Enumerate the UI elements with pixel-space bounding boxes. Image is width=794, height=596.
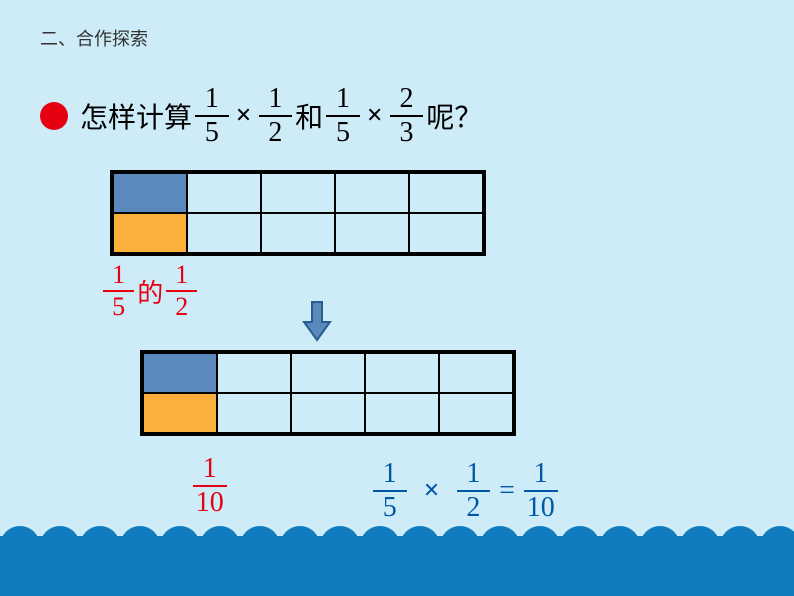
bullet-dot	[40, 102, 68, 130]
question-row: 怎样计算 1 5 × 1 2 和 1 5 × 2 3 呢？	[40, 85, 482, 147]
grid-cell	[365, 353, 439, 393]
label-1-5-of-1-2: 1 5 的 1 2	[100, 262, 200, 320]
grid-cell	[365, 393, 439, 433]
question-suffix: 呢？	[426, 96, 482, 136]
grid-cell	[261, 213, 335, 253]
grid-cell	[409, 213, 483, 253]
eq-times: ×	[424, 475, 440, 507]
grid-cell	[187, 213, 261, 253]
times-symbol: ×	[236, 100, 252, 132]
section-header: 二、合作探索	[40, 25, 148, 51]
fraction-grid-1	[110, 170, 486, 256]
grid-cell	[409, 173, 483, 213]
fraction-1-5-b: 1 5	[326, 85, 360, 147]
eq-frac-1-5: 1 5	[373, 460, 407, 522]
fraction-2-3: 2 3	[390, 85, 424, 147]
grid-cell	[335, 173, 409, 213]
label-mid: 的	[137, 273, 163, 310]
water-footer	[0, 536, 794, 596]
eq-frac-1-10: 1 10	[524, 460, 558, 522]
grid-cell	[291, 393, 365, 433]
grid-cell	[217, 393, 291, 433]
question-mid: 和	[295, 96, 323, 136]
grid-cell	[113, 213, 187, 253]
grid-cell	[187, 173, 261, 213]
grid-cell	[113, 173, 187, 213]
grid-cell	[217, 353, 291, 393]
question-prefix: 怎样计算	[80, 96, 192, 136]
grid-cell	[291, 353, 365, 393]
grid-cell	[143, 353, 217, 393]
fraction-1-5-red: 1 5	[103, 262, 134, 320]
fraction-1-5: 1 5	[195, 85, 229, 147]
down-arrow-icon	[302, 300, 332, 342]
grid-cell	[335, 213, 409, 253]
equation: 1 5 × 1 2 = 1 10	[370, 460, 561, 522]
grid-cell	[261, 173, 335, 213]
eq-equals: =	[499, 475, 515, 507]
grid-cell	[439, 353, 513, 393]
fraction-grid-2	[140, 350, 516, 436]
grid-cell	[439, 393, 513, 433]
fraction-1-10-red: 1 10	[193, 455, 227, 517]
fraction-1-2-red: 1 2	[166, 262, 197, 320]
result-1-10: 1 10	[190, 455, 230, 517]
eq-frac-1-2: 1 2	[457, 460, 491, 522]
fraction-1-2: 1 2	[259, 85, 293, 147]
grid-cell	[143, 393, 217, 433]
times-symbol-b: ×	[367, 100, 383, 132]
